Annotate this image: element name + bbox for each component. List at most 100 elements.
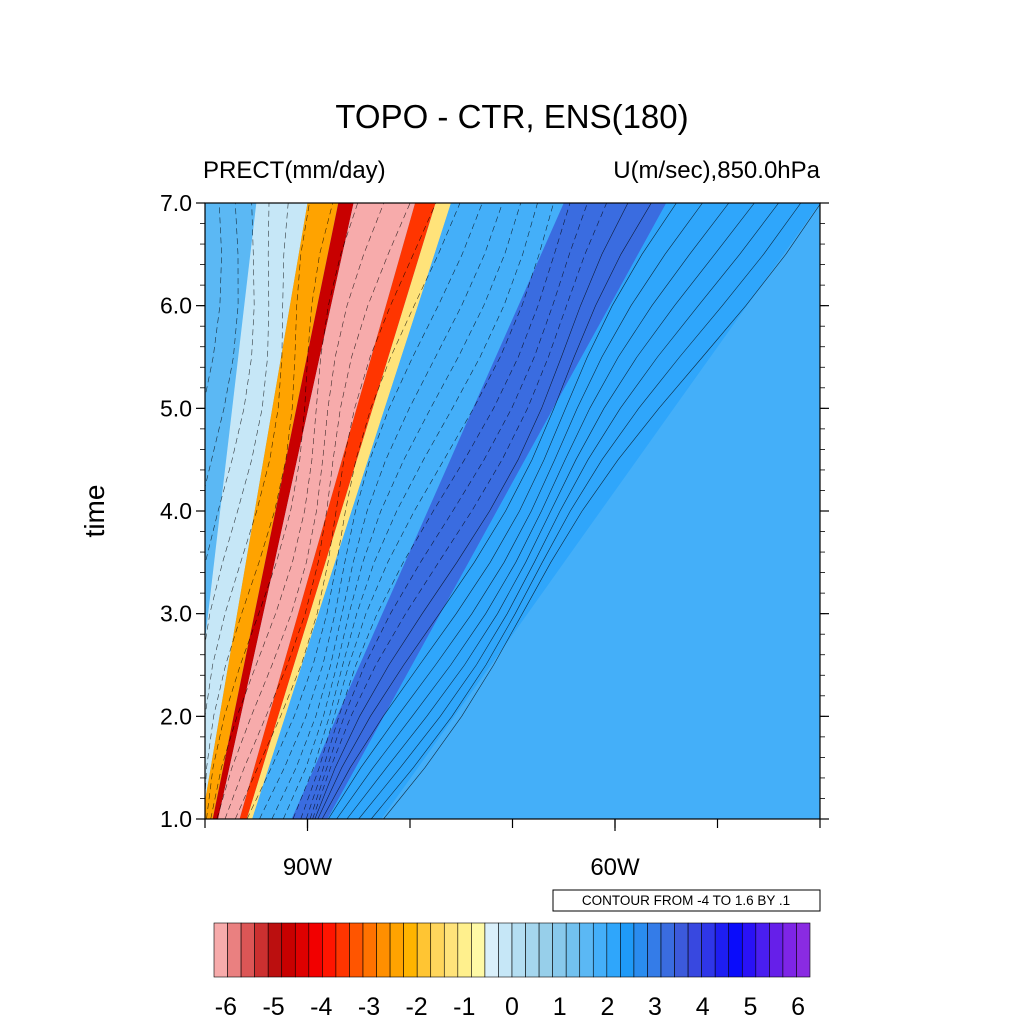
colorbar-swatch <box>647 922 662 978</box>
colorbar-swatch <box>376 922 391 978</box>
colorbar-label: 0 <box>505 993 519 1021</box>
colorbar-swatch <box>471 922 486 978</box>
y-tick-label: 5.0 <box>160 395 192 421</box>
colorbar-label: -2 <box>405 993 427 1021</box>
y-tick-label: 2.0 <box>160 703 192 729</box>
colorbar-swatch <box>565 922 581 978</box>
contour-line <box>206 203 333 819</box>
contour-line <box>314 203 629 819</box>
colorbar-swatch <box>579 922 594 978</box>
colorbar-swatch <box>227 922 242 978</box>
colorbar-swatch <box>389 922 404 978</box>
contour-line <box>383 203 820 819</box>
colorbar-swatch <box>701 922 716 978</box>
y-tick-label: 1.0 <box>160 806 192 832</box>
contour-line <box>305 203 571 819</box>
contour-line <box>358 203 779 819</box>
contour-line <box>205 203 310 802</box>
colorbar-label: 6 <box>791 993 805 1021</box>
colorbar-label: -4 <box>310 993 332 1021</box>
colorbar-swatch <box>796 922 811 978</box>
colorbar-swatch <box>728 922 743 978</box>
contour-line <box>312 203 607 819</box>
colorbar-label: -3 <box>358 993 380 1021</box>
shading-band-3 <box>212 203 354 819</box>
colorbar-swatch <box>267 922 283 978</box>
y-axis-label: time <box>79 485 110 538</box>
contour-line <box>205 203 289 722</box>
colorbar-label: -6 <box>215 993 237 1021</box>
contour-info-box: CONTOUR FROM -4 TO 1.6 BY .1 <box>552 889 821 912</box>
colorbar-swatch <box>362 922 377 978</box>
shading-band-1 <box>205 203 308 801</box>
x-tick-label: 60W <box>590 854 640 881</box>
colorbar-swatch <box>511 922 526 978</box>
colorbar-swatch <box>457 922 472 978</box>
colorbar-swatch <box>403 922 418 978</box>
colorbar-swatch <box>552 922 567 978</box>
shading-band-8 <box>291 203 667 819</box>
colorbar-label: -5 <box>262 993 284 1021</box>
contour-line <box>235 203 437 819</box>
contour-line <box>259 203 483 819</box>
contour-line <box>246 203 461 819</box>
colorbar-swatch <box>538 922 553 978</box>
colorbar-swatch <box>498 922 513 978</box>
colorbar: -6 -5 -4 -3 -2 -1 0 1 2 3 4 5 6 <box>213 922 811 1021</box>
axes: 1.0 2.0 3.0 4.0 5.0 6.0 7.0 90W 60W <box>160 190 829 881</box>
colorbar-swatch <box>741 922 757 978</box>
colorbar-swatch <box>308 922 323 978</box>
contour-line <box>370 203 802 819</box>
shading-band-6 <box>246 203 451 819</box>
shading-band-7 <box>252 203 564 819</box>
contour-line <box>321 203 677 819</box>
colorbar-swatch <box>349 922 364 978</box>
colorbar-swatch <box>660 922 675 978</box>
colorbar-swatch <box>714 922 730 978</box>
colorbar-label: 1 <box>553 993 567 1021</box>
colorbar-swatch <box>620 922 635 978</box>
contour-line <box>205 203 255 567</box>
colorbar-label: 3 <box>648 993 662 1021</box>
colorbar-swatch <box>687 922 702 978</box>
chart-title: TOPO - CTR, ENS(180) <box>335 98 688 135</box>
colorbar-swatch <box>633 922 648 978</box>
contour-line <box>300 203 554 819</box>
contour-line <box>292 203 538 819</box>
shading-band-0 <box>205 203 257 640</box>
y-tick-label: 3.0 <box>160 601 192 627</box>
colorbar-swatch <box>240 922 255 978</box>
colorbar-swatch <box>782 922 797 978</box>
colorbar-swatch <box>254 922 269 978</box>
left-subtitle: PRECT(mm/day) <box>203 157 386 184</box>
contour-line <box>328 203 703 819</box>
colorbar-swatch <box>484 922 499 978</box>
contour-layer <box>205 203 820 819</box>
y-tick-label: 6.0 <box>160 293 192 319</box>
y-tick-label: 4.0 <box>160 498 192 524</box>
contour-line <box>205 203 270 646</box>
colorbar-swatch <box>769 922 784 978</box>
colorbar-swatch <box>443 922 459 978</box>
contour-line <box>216 203 385 819</box>
colorbar-swatch <box>606 922 621 978</box>
colorbar-label: 2 <box>600 993 614 1021</box>
colorbar-swatch <box>281 922 296 978</box>
colorbar-swatch <box>430 922 445 978</box>
contour-line <box>210 203 358 819</box>
colorbar-swatch <box>416 922 432 978</box>
contour-line <box>317 203 652 819</box>
contour-line <box>224 203 411 819</box>
contour-line <box>271 203 503 819</box>
colorbar-swatch <box>755 922 770 978</box>
colorbar-swatch <box>592 922 608 978</box>
plot-area <box>204 202 821 820</box>
colorbar-label: -1 <box>453 993 475 1021</box>
colorbar-swatch <box>674 922 689 978</box>
contour-line <box>336 203 730 819</box>
colorbar-swatch <box>294 922 310 978</box>
shading-band-5 <box>239 203 436 819</box>
shading-layer <box>205 203 820 819</box>
contour-line <box>283 203 521 819</box>
